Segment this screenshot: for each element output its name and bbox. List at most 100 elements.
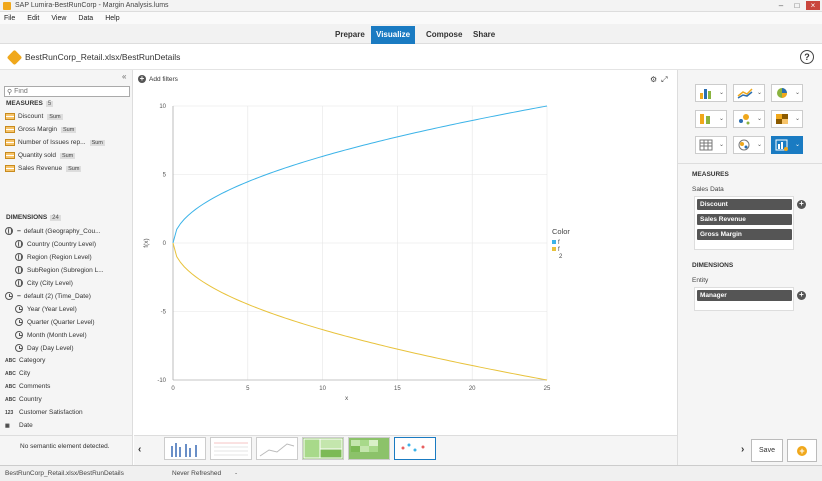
measure-pill[interactable]: Gross Margin (697, 229, 792, 240)
dimension-item[interactable]: SubRegion (Subregion L... (15, 266, 104, 274)
tab-visualize[interactable]: Visualize (371, 26, 416, 44)
clock-icon (15, 318, 23, 326)
dimension-item[interactable]: Quarter (Quarter Level) (15, 318, 95, 326)
menu-edit[interactable]: Edit (27, 14, 40, 22)
close-icon[interactable]: × (806, 1, 820, 10)
x-tick-label: 25 (544, 386, 551, 392)
add-measure-icon[interactable]: + (797, 200, 806, 209)
tab-compose[interactable]: Compose (426, 30, 463, 39)
line-chart-type-button[interactable]: ⌄ (733, 84, 765, 102)
measure-item[interactable]: Gross Margin Sum (5, 126, 77, 133)
x-tick-label: 5 (246, 386, 250, 392)
measure-item[interactable]: Discount Sum (5, 113, 63, 120)
menu-file[interactable]: File (4, 14, 16, 22)
add-dimension-icon[interactable]: + (797, 291, 806, 300)
dimension-item[interactable]: Day (Day Level) (15, 344, 74, 352)
globe-icon (15, 266, 23, 274)
text-type-icon: ABC (5, 370, 16, 377)
chart-thumbnail[interactable] (302, 437, 344, 460)
add-chart-button[interactable]: + (787, 439, 817, 462)
dimension-item[interactable]: Region (Region Level) (15, 253, 92, 261)
collapse-panel-icon[interactable]: « (122, 72, 127, 81)
bar-chart-type-button[interactable]: ⌄ (695, 84, 727, 102)
dimension-item[interactable]: 123 Customer Satisfaction (5, 409, 83, 416)
dimensions-shelf-heading: DIMENSIONS (692, 262, 734, 269)
menu-data[interactable]: Data (78, 14, 94, 22)
legend: Color f f 2 (552, 227, 570, 260)
expand-icon[interactable]: ⤢ (661, 75, 668, 84)
treemap-thumbnail-icon (303, 438, 343, 459)
settings-gear-icon[interactable]: ⚙ (650, 75, 658, 84)
dimension-pill[interactable]: Manager (697, 290, 792, 301)
geo-chart-icon (738, 139, 750, 151)
y-tick-label: 5 (163, 173, 167, 179)
bar-chart-icon (700, 89, 711, 99)
y-axis-label: f(x) (143, 238, 150, 247)
heatmap-chart-type-button[interactable]: ⌄ (771, 110, 803, 128)
globe-icon (15, 253, 23, 261)
table-chart-type-button[interactable]: ⌄ (695, 136, 727, 154)
chart-thumbnail[interactable] (256, 437, 298, 460)
hierarchy-time[interactable]: – default (2) (Time_Date) (5, 292, 91, 300)
hierarchy-geography[interactable]: – default (Geography_Cou... (5, 227, 101, 235)
add-filters-button[interactable]: + Add filters (138, 74, 178, 83)
help-icon[interactable]: ? (800, 50, 814, 64)
x-tick-label: 15 (394, 386, 401, 392)
maximize-icon[interactable]: □ (794, 1, 800, 10)
legend-swatch (552, 247, 556, 251)
search-input[interactable] (14, 88, 115, 95)
measure-item[interactable]: Quantity sold Sum (5, 152, 76, 159)
dimension-item[interactable]: ABC Comments (5, 383, 51, 390)
dimension-item[interactable]: City (City Level) (15, 279, 73, 287)
left-footer (0, 435, 133, 465)
chart-thumbnail[interactable] (348, 437, 390, 460)
pie-chart-icon (777, 88, 787, 98)
tab-prepare[interactable]: Prepare (335, 30, 365, 39)
save-button[interactable]: Save (751, 439, 783, 462)
agg-tag: Sum (61, 126, 77, 133)
clock-icon (15, 331, 23, 339)
y-tick-label: 0 (163, 241, 167, 247)
dimension-item[interactable]: Month (Month Level) (15, 331, 87, 339)
funnel-chart-type-button[interactable]: ⌄ (695, 110, 727, 128)
geo-chart-type-button[interactable]: ⌄ (733, 136, 765, 154)
dimension-item[interactable]: ABC Category (5, 357, 46, 364)
grid (172, 105, 548, 381)
dimension-item[interactable]: Country (Country Level) (15, 240, 96, 248)
measure-item[interactable]: Sales Revenue Sum (5, 165, 82, 172)
dimension-item[interactable]: ▦ Date (5, 422, 33, 429)
chart-thumbnail[interactable] (210, 437, 252, 460)
window-title: SAP Lumira-BestRunCorp - Margin Analysis… (15, 2, 169, 9)
dimension-item[interactable]: Year (Year Level) (15, 305, 77, 313)
measure-group-label: Sales Data (692, 186, 724, 193)
scatter-chart-icon (739, 114, 750, 125)
tab-share[interactable]: Share (473, 30, 496, 39)
chart-thumbnail-selected[interactable] (394, 437, 436, 460)
series-line-upper (172, 105, 548, 244)
mode-bar: Prepare Visualize Compose Share (0, 24, 822, 44)
dimension-item[interactable]: ABC Country (5, 396, 42, 403)
scroll-right-icon[interactable]: › (741, 444, 745, 455)
minimize-icon[interactable]: – (778, 1, 784, 10)
dimension-item[interactable]: ABC City (5, 370, 31, 377)
collapse-icon[interactable]: – (17, 227, 21, 235)
custom-chart-type-button[interactable]: ⌄ (771, 136, 803, 154)
dimensions-heading: DIMENSIONS 24 (6, 214, 61, 221)
entity-label: Entity (692, 277, 709, 284)
measure-pill[interactable]: Discount (697, 199, 792, 210)
scroll-left-icon[interactable]: ‹ (138, 444, 142, 455)
clock-icon (5, 292, 13, 300)
agg-tag: Sum (47, 113, 63, 120)
menu-help[interactable]: Help (105, 14, 120, 22)
collapse-icon[interactable]: – (17, 292, 21, 300)
search-field[interactable]: ⚲ (4, 86, 130, 97)
measure-icon (5, 165, 15, 172)
number-type-icon: 123 (5, 409, 14, 416)
measure-pill[interactable]: Sales Revenue (697, 214, 792, 225)
pie-chart-type-button[interactable]: ⌄ (771, 84, 803, 102)
chart-thumbnail[interactable] (164, 437, 206, 460)
divider (677, 163, 822, 164)
menu-view[interactable]: View (51, 14, 67, 22)
measure-item[interactable]: Number of Issues rep... Sum (5, 139, 105, 146)
scatter-chart-type-button[interactable]: ⌄ (733, 110, 765, 128)
